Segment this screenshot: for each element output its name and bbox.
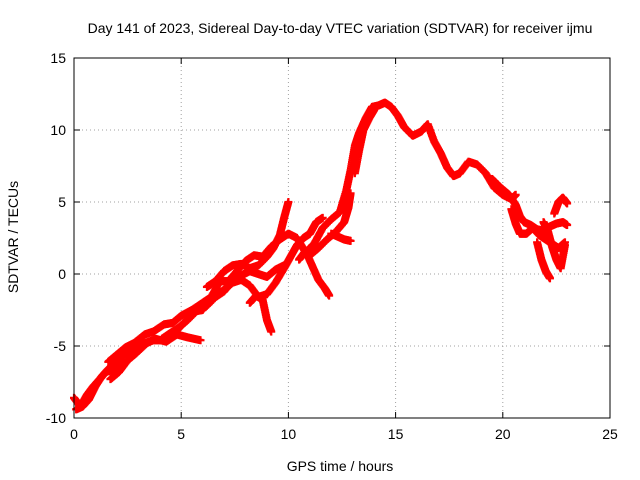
y-tick-label: -10 <box>46 410 66 426</box>
series-layer <box>70 98 572 414</box>
x-axis-title: GPS time / hours <box>287 458 394 474</box>
data-point-marker <box>325 291 334 300</box>
chart-title: Day 141 of 2023, Sidereal Day-to-day VTE… <box>88 20 593 36</box>
x-tick-label: 5 <box>177 426 185 442</box>
x-tick-label: 0 <box>70 426 78 442</box>
data-point-marker <box>267 327 276 336</box>
data-point-marker <box>196 336 205 345</box>
data-point-marker <box>346 189 355 198</box>
axis-layer: 0 5 10 15 20 25 -10 -5 0 5 10 15 <box>46 50 618 442</box>
data-point-marker <box>318 213 327 222</box>
x-tick-label: 15 <box>388 426 404 442</box>
series-sat-f <box>202 198 293 291</box>
y-axis-title: SDTVAR / TECUs <box>5 181 21 293</box>
series-sat-g <box>245 291 276 336</box>
data-point-marker <box>280 261 289 270</box>
series-sat-b <box>72 354 124 414</box>
series-sat-p <box>550 193 572 218</box>
series-sat-k <box>350 105 379 178</box>
y-tick-label: 5 <box>58 194 66 210</box>
series-sat-h <box>295 246 334 300</box>
series-sat-j <box>327 229 355 245</box>
data-point-marker <box>370 105 379 114</box>
data-point-marker <box>284 198 293 206</box>
y-tick-label: 15 <box>50 50 66 66</box>
x-tick-label: 10 <box>281 426 297 442</box>
series-sat-i <box>305 189 355 260</box>
y-tick-label: -5 <box>54 338 67 354</box>
x-tick-label: 20 <box>495 426 511 442</box>
data-point-marker <box>346 236 355 245</box>
y-tick-label: 0 <box>58 266 66 282</box>
y-tick-label: 10 <box>50 122 66 138</box>
x-tick-label: 25 <box>602 426 618 442</box>
